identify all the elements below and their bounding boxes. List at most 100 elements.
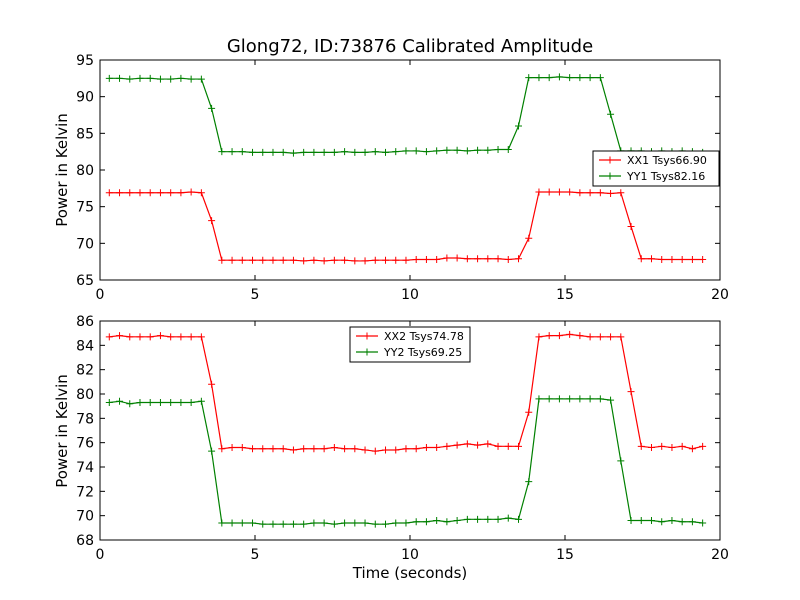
data-point-0-0-51 bbox=[627, 222, 635, 230]
data-point-1-1-16 bbox=[269, 520, 277, 528]
y-tick-label-1-8: 84 bbox=[76, 338, 94, 354]
data-point-0-1-30 bbox=[412, 147, 420, 155]
legend-marker-1-0 bbox=[363, 332, 371, 340]
data-point-0-1-48 bbox=[596, 74, 604, 82]
data-point-0-0-38 bbox=[494, 255, 502, 263]
data-point-1-1-58 bbox=[699, 519, 707, 527]
data-point-1-1-40 bbox=[515, 515, 522, 523]
data-point-0-1-6 bbox=[167, 75, 175, 83]
x-tick-label-1-3: 15 bbox=[556, 547, 574, 563]
data-point-1-1-46 bbox=[576, 395, 584, 403]
data-point-0-1-33 bbox=[443, 146, 451, 154]
data-point-1-0-27 bbox=[382, 446, 390, 454]
data-point-1-0-8 bbox=[187, 333, 195, 341]
data-point-0-0-34 bbox=[453, 254, 461, 262]
y-tick-label-0-4: 85 bbox=[76, 126, 94, 142]
data-point-0-0-47 bbox=[586, 189, 594, 197]
data-point-0-1-14 bbox=[249, 148, 257, 156]
data-point-1-1-42 bbox=[535, 395, 543, 403]
x-tick-label-0-0: 0 bbox=[96, 287, 105, 303]
legend-label-1-1: YY2 Tsys69.25 bbox=[383, 346, 462, 359]
data-point-0-1-43 bbox=[545, 74, 553, 82]
data-point-1-0-22 bbox=[330, 444, 338, 452]
data-point-1-1-33 bbox=[443, 518, 451, 526]
data-point-1-0-23 bbox=[341, 445, 349, 453]
data-point-1-1-43 bbox=[545, 395, 553, 403]
data-point-1-1-23 bbox=[341, 519, 349, 527]
data-point-1-0-47 bbox=[586, 333, 594, 341]
data-point-1-0-46 bbox=[576, 332, 584, 340]
data-point-0-0-18 bbox=[289, 256, 297, 264]
x-tick-label-1-0: 0 bbox=[96, 547, 105, 563]
data-point-0-1-1 bbox=[116, 74, 124, 82]
data-point-1-0-31 bbox=[422, 444, 430, 452]
data-point-1-0-1 bbox=[116, 332, 124, 340]
data-point-1-1-3 bbox=[136, 399, 144, 407]
y-axis-label-bottom: Power in Kelvin bbox=[53, 374, 71, 488]
data-point-0-1-23 bbox=[341, 148, 349, 156]
data-point-1-0-32 bbox=[433, 444, 441, 452]
data-point-1-0-49 bbox=[607, 333, 615, 341]
data-point-1-1-8 bbox=[187, 399, 195, 407]
data-point-0-0-50 bbox=[617, 189, 625, 197]
data-point-1-0-12 bbox=[228, 444, 236, 452]
data-point-0-0-55 bbox=[668, 255, 676, 263]
data-point-1-0-2 bbox=[126, 333, 134, 341]
data-point-0-0-22 bbox=[330, 256, 338, 264]
x-tick-label-0-1: 5 bbox=[251, 287, 260, 303]
data-point-1-0-36 bbox=[474, 441, 482, 449]
data-point-1-0-52 bbox=[637, 442, 645, 450]
data-point-0-1-38 bbox=[494, 145, 502, 153]
data-point-0-1-47 bbox=[586, 74, 594, 82]
data-point-1-0-34 bbox=[453, 441, 461, 449]
data-point-0-0-14 bbox=[249, 256, 257, 264]
x-axis-label: Time (seconds) bbox=[352, 564, 468, 582]
data-point-0-1-41 bbox=[525, 74, 533, 82]
data-point-1-1-38 bbox=[494, 515, 502, 523]
data-point-1-0-51 bbox=[627, 388, 635, 396]
top-panel: 0 5 10 15 20 65 70 75 80 85 90 95 XX1 Tsys66.90 YY1 T… bbox=[76, 53, 729, 303]
data-point-1-0-10 bbox=[208, 380, 216, 388]
data-point-0-0-58 bbox=[699, 255, 707, 263]
data-point-0-1-45 bbox=[566, 74, 574, 82]
data-point-0-1-29 bbox=[402, 147, 410, 155]
data-point-0-0-24 bbox=[351, 257, 359, 265]
data-point-1-1-5 bbox=[156, 399, 164, 407]
data-point-1-0-6 bbox=[167, 333, 175, 341]
data-point-1-0-44 bbox=[555, 332, 563, 340]
data-point-0-1-37 bbox=[484, 146, 492, 154]
data-point-1-1-50 bbox=[617, 457, 625, 465]
data-point-0-0-30 bbox=[412, 255, 420, 263]
data-point-1-1-13 bbox=[238, 519, 246, 527]
data-point-1-1-47 bbox=[586, 395, 594, 403]
data-point-1-1-26 bbox=[371, 520, 379, 528]
legend-marker-0-1 bbox=[606, 172, 614, 180]
legend-label-0-0: XX1 Tsys66.90 bbox=[627, 154, 707, 167]
y-tick-label-1-6: 80 bbox=[76, 387, 94, 403]
data-point-1-0-20 bbox=[310, 445, 318, 453]
data-point-1-0-58 bbox=[699, 442, 707, 450]
data-point-0-0-9 bbox=[197, 189, 205, 197]
data-point-0-1-49 bbox=[607, 110, 615, 118]
legend-1 bbox=[349, 326, 471, 363]
data-point-1-0-26 bbox=[371, 447, 379, 455]
data-point-0-1-11 bbox=[218, 148, 226, 156]
data-point-0-0-5 bbox=[156, 189, 164, 197]
data-point-1-1-18 bbox=[289, 520, 297, 528]
data-point-1-1-31 bbox=[422, 518, 430, 526]
data-point-1-1-7 bbox=[177, 399, 185, 407]
x-tick-label-1-2: 10 bbox=[401, 547, 419, 563]
data-point-1-1-52 bbox=[637, 517, 645, 525]
data-point-0-1-27 bbox=[382, 148, 390, 156]
data-point-1-1-37 bbox=[484, 515, 492, 523]
data-point-1-0-37 bbox=[484, 440, 492, 448]
data-point-1-1-27 bbox=[382, 520, 390, 528]
data-point-0-1-40 bbox=[515, 122, 522, 130]
data-point-1-1-0 bbox=[105, 399, 113, 407]
data-point-1-1-14 bbox=[249, 519, 257, 527]
data-point-0-1-17 bbox=[279, 148, 287, 156]
data-point-0-0-13 bbox=[238, 256, 246, 264]
data-point-0-0-0 bbox=[105, 189, 113, 197]
data-point-0-1-26 bbox=[371, 148, 379, 156]
data-point-0-1-25 bbox=[361, 148, 369, 156]
